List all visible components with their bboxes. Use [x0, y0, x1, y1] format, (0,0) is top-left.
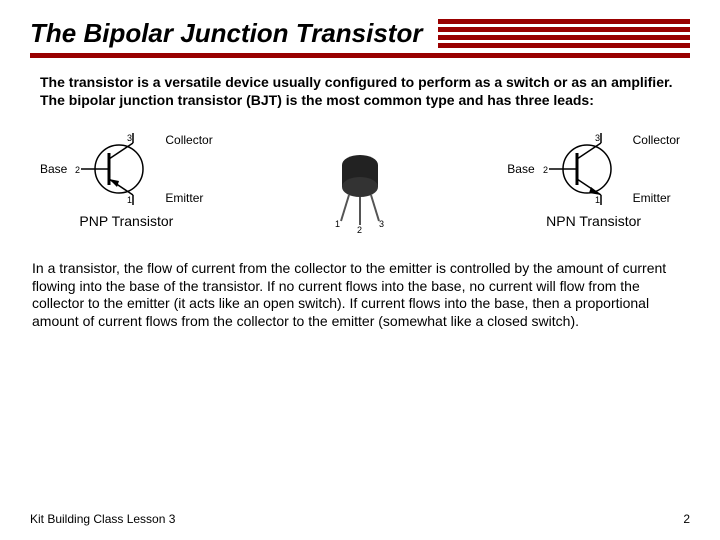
npn-diagram: Base 2 3 1 Collector Emitter NPN [507, 129, 680, 229]
pnp-pin-emitter: 1 [127, 195, 132, 205]
npn-pin-emitter: 1 [595, 195, 600, 205]
pkg-pin3: 3 [379, 219, 384, 229]
explanation-text: In a transistor, the flow of current fro… [32, 260, 688, 330]
npn-caption: NPN Transistor [546, 213, 641, 229]
pnp-pin-collector: 3 [127, 133, 132, 143]
pnp-collector-label: Collector [165, 133, 212, 147]
transistor-package-icon: 1 2 3 [325, 147, 395, 237]
pnp-diagram: Base 2 3 1 Collector Emitter PNP [40, 129, 213, 229]
npn-pin-base: 2 [543, 165, 548, 175]
stripe [438, 43, 690, 48]
footer-page-number: 2 [683, 512, 690, 526]
pnp-caption: PNP Transistor [79, 213, 173, 229]
title-underline [30, 53, 690, 58]
pnp-emitter-label: Emitter [165, 191, 212, 205]
stripe [438, 35, 690, 40]
slide-title: The Bipolar Junction Transistor [30, 18, 422, 49]
pnp-pin-base: 2 [75, 165, 80, 175]
intro-text: The transistor is a versatile device usu… [40, 74, 680, 109]
physical-package: 1 2 3 [325, 147, 395, 242]
npn-emitter-label: Emitter [633, 191, 680, 205]
header-stripes [438, 19, 690, 48]
pnp-symbol-icon: 2 3 1 [71, 129, 161, 209]
slide-footer: Kit Building Class Lesson 3 2 [30, 512, 690, 526]
npn-base-label: Base [507, 162, 534, 176]
npn-symbol-icon: 2 3 1 [539, 129, 629, 209]
footer-left: Kit Building Class Lesson 3 [30, 512, 175, 526]
npn-collector-label: Collector [633, 133, 680, 147]
pkg-pin2: 2 [357, 225, 362, 235]
slide-header: The Bipolar Junction Transistor [30, 18, 690, 49]
pkg-pin1: 1 [335, 219, 340, 229]
diagram-row: Base 2 3 1 Collector Emitter PNP [40, 129, 680, 242]
stripe [438, 19, 690, 24]
stripe [438, 27, 690, 32]
npn-pin-collector: 3 [595, 133, 600, 143]
pnp-base-label: Base [40, 162, 67, 176]
